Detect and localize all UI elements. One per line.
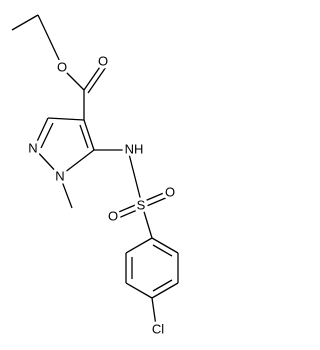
structure-diagram: O O N N NH S O O Cl (11, 14, 179, 339)
atom-label: O (165, 184, 175, 199)
page: O O N N NH S O O Cl (() => { const data … (11, 14, 179, 339)
atom-label: Cl (152, 321, 164, 336)
atom-label: O (108, 208, 118, 223)
atom-labels: O O N N NH S O O Cl (25, 50, 178, 339)
bonds (11, 14, 179, 327)
atom-label: NH (125, 141, 144, 156)
atom-label: N (28, 140, 37, 155)
atom-label: N (55, 168, 64, 183)
atom-label: O (57, 59, 67, 74)
atom-label: O (98, 53, 108, 68)
atom-label: S (137, 197, 146, 212)
